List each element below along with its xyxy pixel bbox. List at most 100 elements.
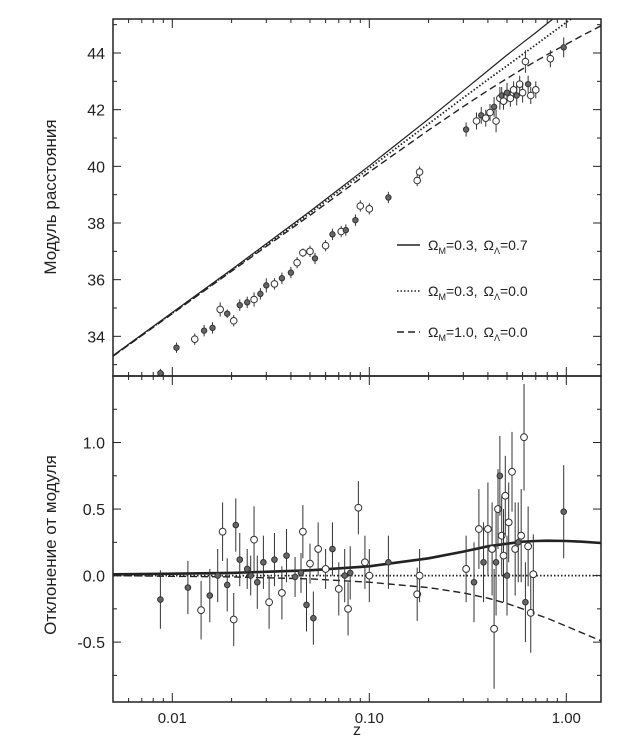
data-point-open: [413, 176, 421, 185]
data-point-filled: [214, 572, 222, 579]
x-axis-label: z: [353, 722, 361, 739]
data-point-open: [354, 503, 363, 512]
bottom-y-ticks: -0.5 0.0 0.5 1.0: [77, 375, 601, 676]
legend-entry-3: ΩM=1.0, ΩΛ=0.0: [397, 324, 528, 343]
data-point-filled: [224, 310, 231, 317]
data-point-open: [216, 305, 224, 314]
data-point-filled: [524, 80, 532, 88]
y-tick-label: 44: [87, 46, 105, 63]
data-point-filled: [278, 275, 286, 282]
data-point-open: [488, 545, 496, 553]
top-data-points: [157, 37, 567, 376]
data-point-filled: [236, 556, 244, 563]
data-point-open: [298, 527, 307, 536]
data-point-filled: [303, 601, 310, 609]
x-tick-label: 0.01: [158, 710, 187, 727]
y-tick-label: -0.5: [77, 635, 105, 652]
data-point-filled: [513, 92, 520, 99]
data-point-open: [293, 258, 301, 267]
data-point-filled: [232, 521, 240, 529]
y-tick-label: 42: [87, 103, 105, 120]
data-point-filled: [173, 344, 180, 351]
data-point-filled: [200, 327, 208, 334]
top-panel-frame: [112, 18, 602, 377]
data-point-open: [521, 57, 530, 66]
data-point-open: [334, 584, 343, 593]
legend-label-2: ΩM=0.3, ΩΛ=0.0: [428, 283, 528, 302]
data-point-filled: [496, 472, 504, 480]
data-point-open: [197, 606, 205, 615]
data-point-filled: [209, 324, 216, 332]
data-point-filled: [352, 216, 359, 224]
data-point-open: [501, 491, 510, 500]
data-point-filled: [184, 584, 192, 591]
legend-entry-2: ΩM=0.3, ΩΛ=0.0: [397, 283, 528, 302]
data-point-open: [474, 525, 483, 533]
data-point-filled: [223, 581, 231, 589]
data-point-filled: [291, 573, 299, 581]
data-point-open: [299, 248, 307, 257]
data-point-open: [492, 117, 500, 125]
data-point-open: [250, 535, 258, 544]
data-point-open: [518, 88, 527, 97]
data-point-open: [499, 97, 508, 105]
data-point-open: [321, 241, 330, 250]
data-point-filled: [271, 556, 278, 563]
data-point-filled: [503, 572, 511, 579]
data-point-filled: [462, 126, 470, 133]
bottom-data-points: [157, 383, 568, 689]
top-x-ticks: [112, 19, 567, 376]
data-point-filled: [244, 299, 251, 306]
data-point-open: [511, 545, 520, 553]
y-tick-label: 34: [87, 329, 105, 346]
data-point-open: [546, 54, 555, 63]
data-point-filled: [297, 569, 305, 577]
legend-label-3: ΩM=1.0, ΩΛ=0.0: [428, 324, 528, 343]
y-tick-label: 38: [87, 216, 105, 233]
top-y-axis-label: Модуль расстояния: [41, 119, 60, 274]
data-point-filled: [253, 578, 261, 586]
y-tick-label: 40: [87, 159, 105, 176]
data-point-filled: [490, 103, 498, 111]
data-point-filled: [492, 558, 500, 566]
data-point-open: [490, 624, 499, 633]
data-point-open: [277, 588, 286, 597]
data-point-filled: [260, 558, 267, 566]
data-point-filled: [157, 369, 164, 376]
data-point-filled: [341, 572, 348, 579]
data-point-open: [472, 117, 481, 125]
data-point-filled: [342, 226, 350, 234]
data-point-open: [524, 542, 533, 551]
data-point-filled: [287, 269, 295, 276]
data-point-filled: [243, 565, 251, 573]
data-point-filled: [503, 89, 511, 96]
data-point-open: [270, 280, 279, 288]
legend-entry-1: ΩM=0.3, ΩΛ=0.7: [397, 237, 528, 256]
data-point-open: [356, 202, 365, 210]
data-point-open: [486, 108, 494, 117]
data-point-open: [321, 565, 330, 573]
data-point-open: [520, 433, 528, 442]
data-point-open: [526, 608, 535, 617]
model-curve-dotted: [113, 19, 573, 357]
x-tick-label: 0.10: [355, 710, 384, 727]
data-point-open: [531, 86, 540, 94]
data-point-open: [344, 604, 352, 613]
data-point-open: [517, 531, 526, 540]
data-point-filled: [346, 569, 354, 577]
data-point-open: [508, 467, 516, 476]
data-point-open: [526, 91, 535, 100]
data-point-open: [515, 80, 524, 88]
legend: ΩM=0.3, ΩΛ=0.7 ΩM=0.3, ΩΛ=0.0 ΩM=1.0, ΩΛ=0.…: [397, 237, 528, 343]
data-point-open: [506, 94, 515, 103]
data-point-open: [229, 615, 238, 624]
top-panel: 34 36 38 40 42 44 Модуль расстояния ΩM=0.3, ΩΛ…: [41, 18, 602, 377]
data-point-open: [229, 316, 238, 325]
data-point-open: [361, 558, 369, 567]
data-point-open: [365, 571, 374, 580]
bottom-x-ticks: 0.01 0.10 1.00: [112, 376, 581, 727]
data-point-filled: [311, 255, 319, 262]
data-point-filled: [310, 614, 317, 622]
bottom-y-axis-label: Отклонение от модуля: [41, 455, 60, 635]
data-point-filled: [514, 539, 522, 546]
